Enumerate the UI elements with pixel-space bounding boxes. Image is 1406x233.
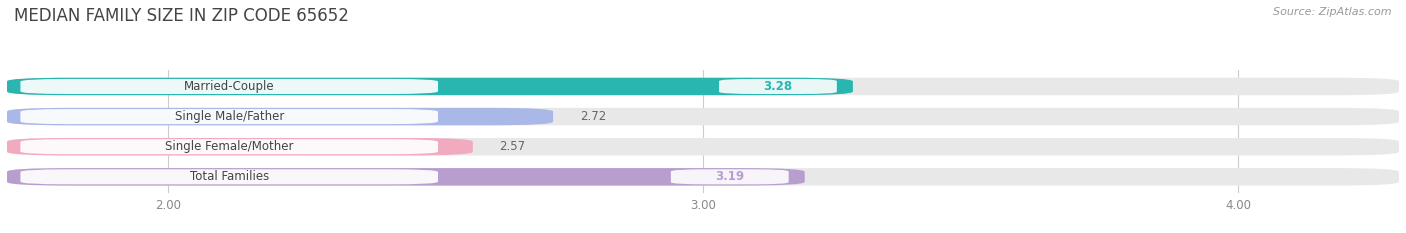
Text: Total Families: Total Families [190,170,269,183]
Text: 3.28: 3.28 [763,80,793,93]
Text: Single Male/Father: Single Male/Father [174,110,284,123]
FancyBboxPatch shape [7,78,1399,95]
FancyBboxPatch shape [7,138,472,155]
FancyBboxPatch shape [21,109,439,124]
FancyBboxPatch shape [718,79,837,94]
FancyBboxPatch shape [21,139,439,154]
Text: 2.72: 2.72 [579,110,606,123]
Text: MEDIAN FAMILY SIZE IN ZIP CODE 65652: MEDIAN FAMILY SIZE IN ZIP CODE 65652 [14,7,349,25]
FancyBboxPatch shape [7,78,853,95]
FancyBboxPatch shape [7,168,1399,185]
Text: Married-Couple: Married-Couple [184,80,274,93]
FancyBboxPatch shape [7,168,804,185]
Text: 3.19: 3.19 [716,170,744,183]
FancyBboxPatch shape [7,108,1399,125]
FancyBboxPatch shape [21,79,439,94]
Text: Single Female/Mother: Single Female/Mother [165,140,294,153]
FancyBboxPatch shape [7,138,1399,155]
FancyBboxPatch shape [21,169,439,184]
FancyBboxPatch shape [7,108,553,125]
FancyBboxPatch shape [671,169,789,184]
Text: 2.57: 2.57 [499,140,526,153]
Text: Source: ZipAtlas.com: Source: ZipAtlas.com [1274,7,1392,17]
